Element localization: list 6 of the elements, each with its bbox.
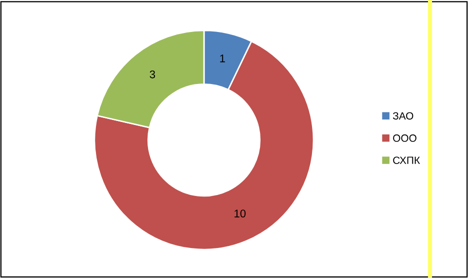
data-label: 1 [220,54,225,62]
legend-label: ЗАО [392,112,414,120]
legend-label: СХПК [393,156,420,164]
data-label: 3 [150,70,156,78]
legend-label: ООО [393,134,416,142]
data-label: 10 [234,210,246,218]
